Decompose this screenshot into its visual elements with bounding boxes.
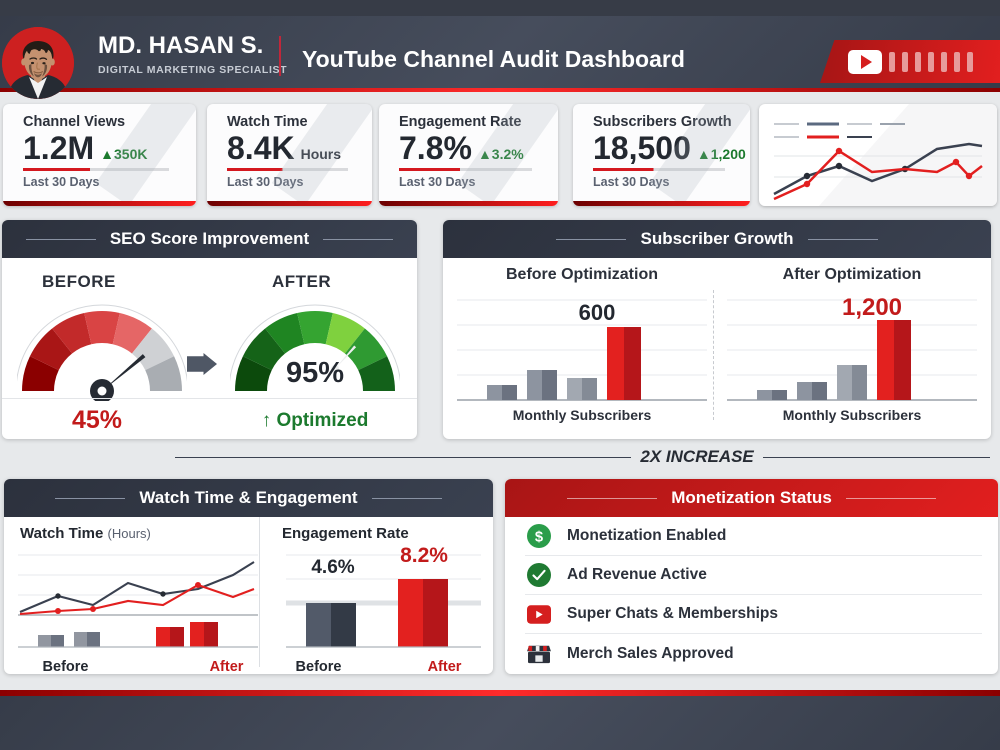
svg-text:95%: 95% <box>286 357 344 389</box>
svg-text:1,200: 1,200 <box>842 294 902 321</box>
svg-text:Monthly Subscribers: Monthly Subscribers <box>513 407 652 423</box>
svg-text:4.6%: 4.6% <box>311 557 354 578</box>
svg-text:$: $ <box>535 530 543 546</box>
svg-text:Monthly Subscribers: Monthly Subscribers <box>783 407 922 423</box>
svg-text:8.2%: 8.2% <box>400 547 448 567</box>
svg-text:600: 600 <box>579 300 616 325</box>
